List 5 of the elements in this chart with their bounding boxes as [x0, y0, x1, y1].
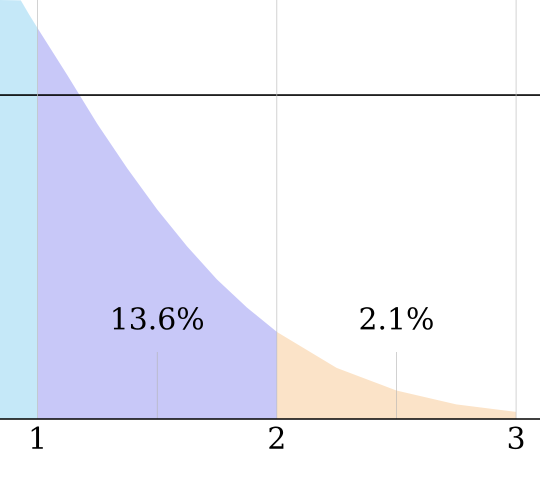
annotation: 13.6% — [113, 307, 203, 330]
x-tick-label: 3 — [508, 426, 524, 450]
x-tick-label: 1 — [32, 426, 43, 449]
x-tick-label: 2 — [269, 426, 284, 449]
annotation: 2.1% — [360, 307, 433, 330]
